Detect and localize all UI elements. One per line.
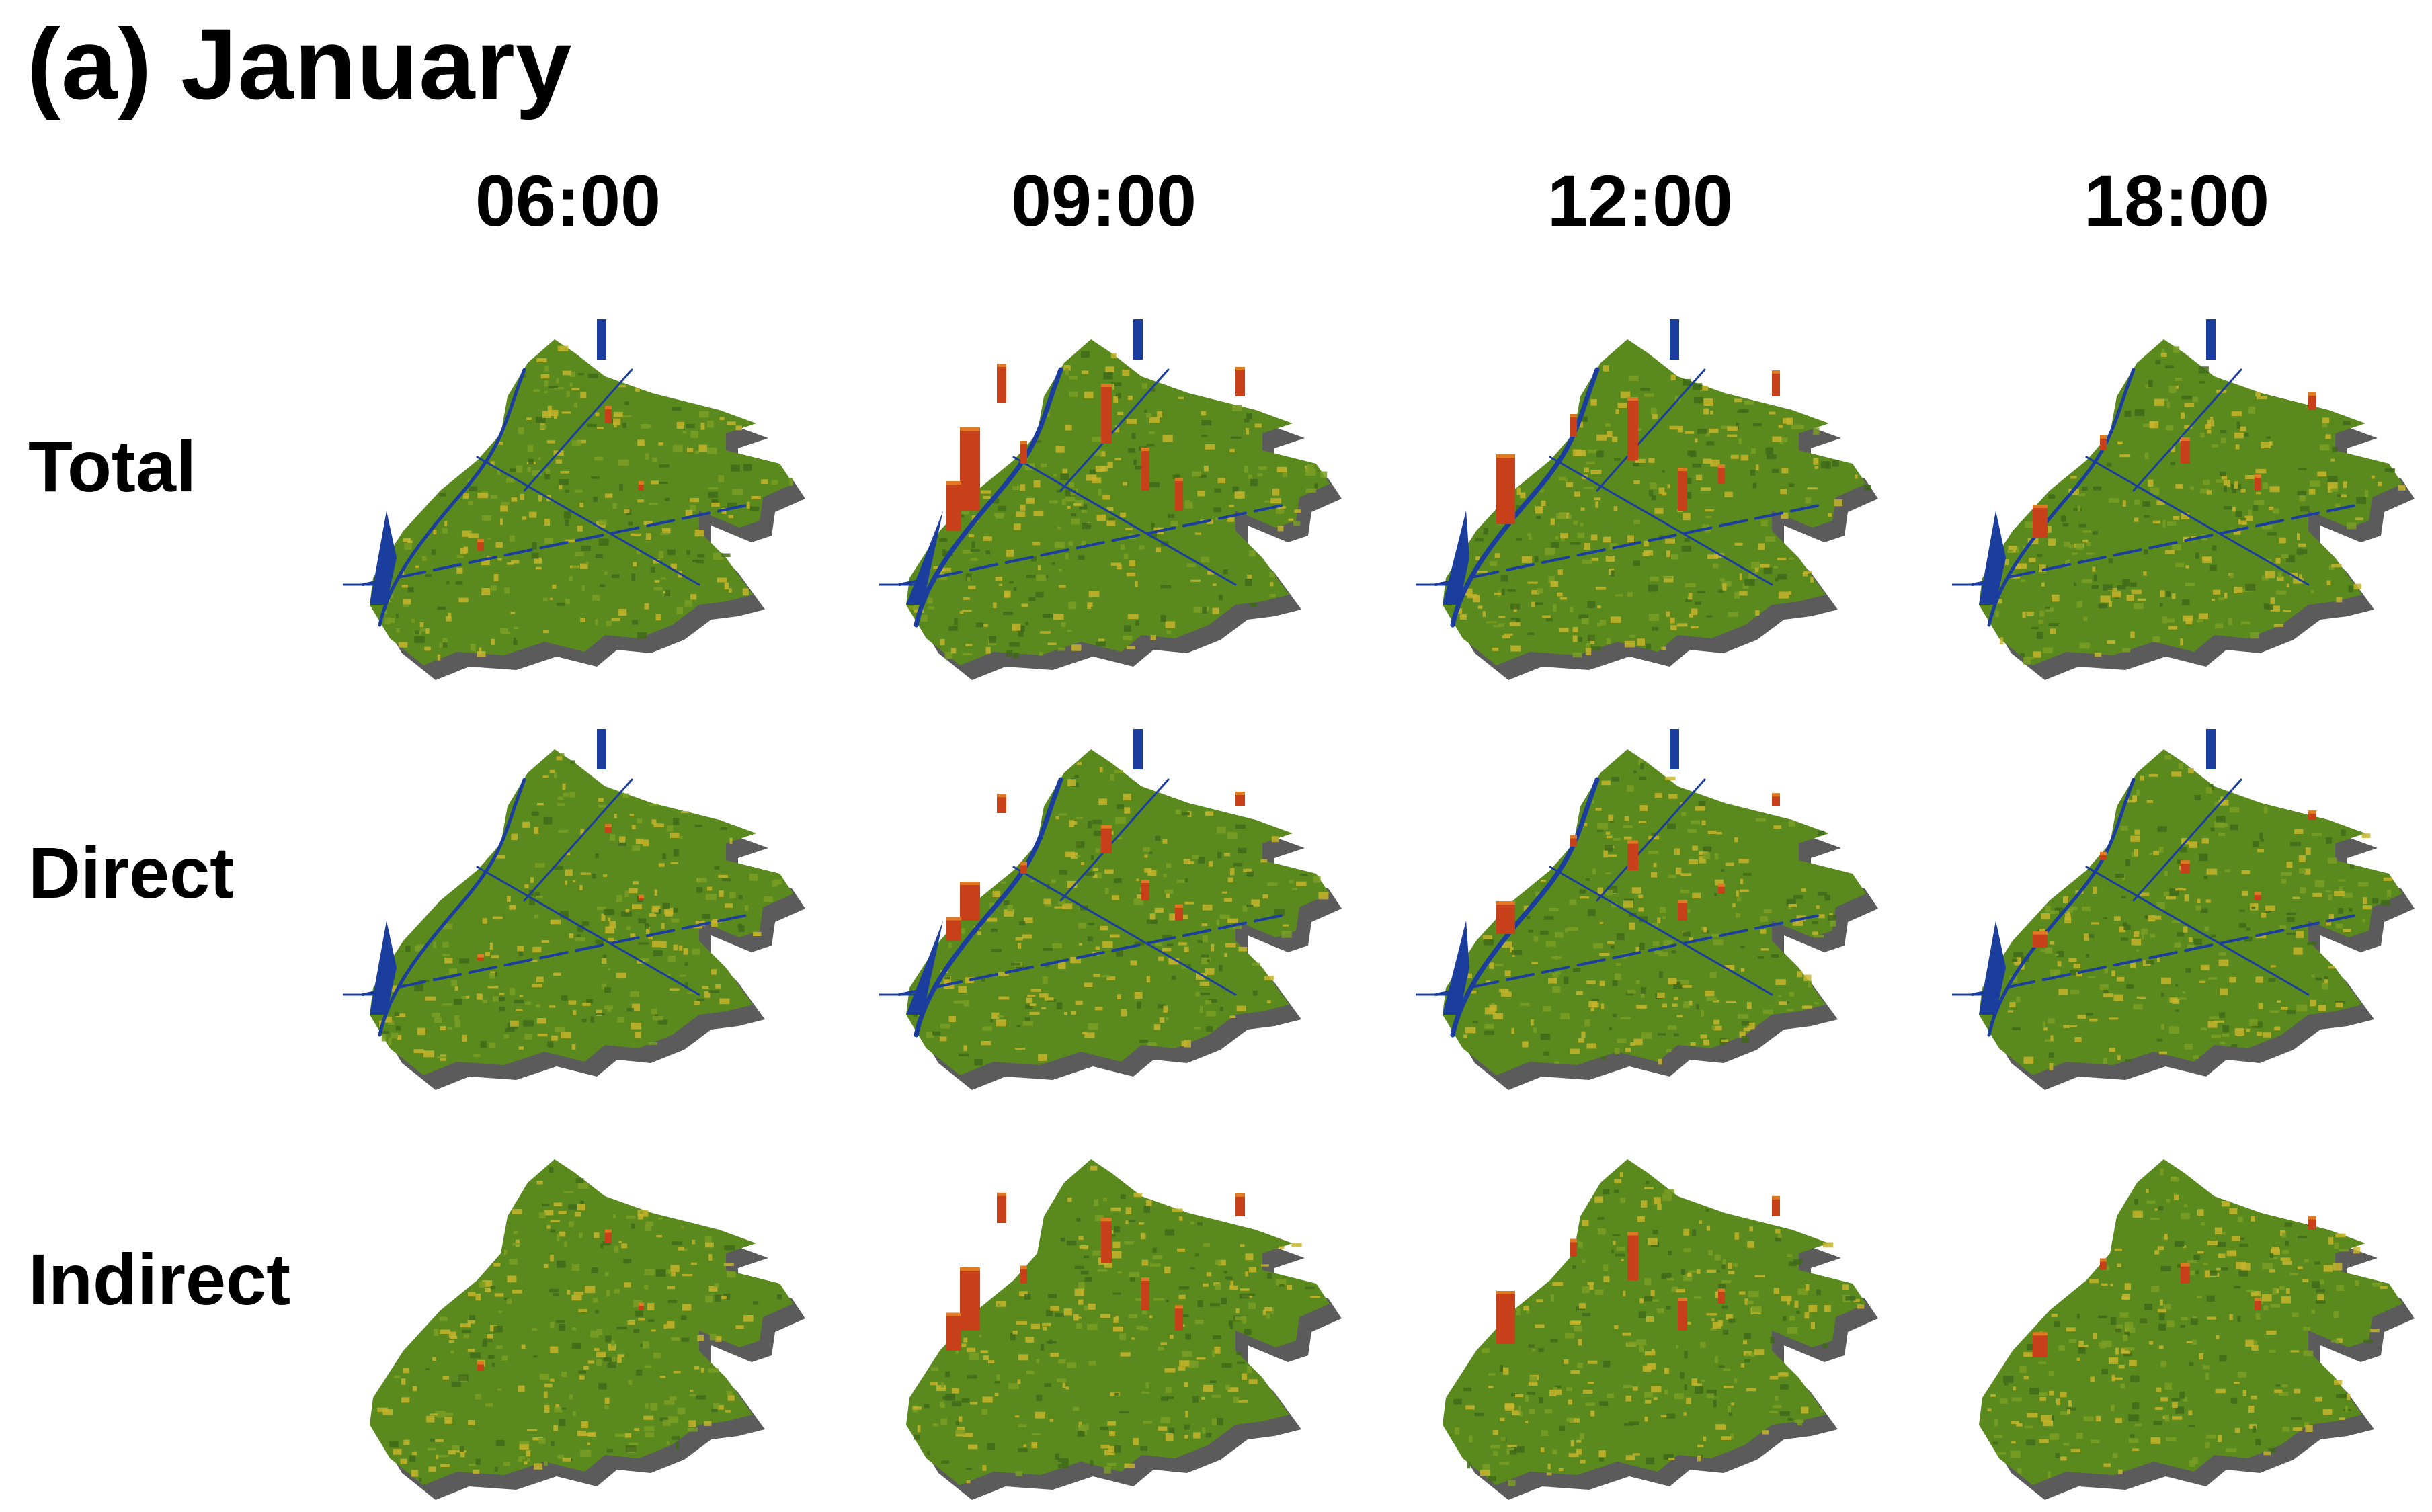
building-blocks: [912, 1165, 1320, 1484]
building-blocks: [1985, 346, 2406, 665]
waterways: [1434, 367, 1827, 628]
map-panel-total-0900: [859, 289, 1370, 692]
column-header-0600: 06:00: [475, 160, 661, 241]
building-blocks: [1987, 1168, 2388, 1478]
hotspot-columns: [1496, 370, 1780, 524]
hotspot-columns: [946, 364, 1245, 531]
hotspot-columns: [946, 1192, 1245, 1351]
map-panel-indirect-0900: [859, 1109, 1370, 1512]
waterways: [1434, 777, 1827, 1038]
hotspot-columns: [477, 824, 644, 961]
waterways: [1971, 368, 2363, 627]
water-tower: [2206, 729, 2216, 769]
map-panel-total-1200: [1395, 289, 1906, 692]
water-tower: [1133, 319, 1143, 360]
figure-title: (a) January: [27, 7, 573, 120]
hotspot-columns: [477, 406, 644, 551]
row-header-total: Total: [28, 425, 196, 507]
map-panel-direct-0900: [859, 699, 1370, 1102]
water-tower: [1670, 729, 1679, 769]
building-blocks: [914, 762, 1329, 1066]
river-bank: [1443, 921, 1469, 1015]
waterways: [898, 367, 1291, 628]
map-panel-direct-1200: [1395, 699, 1906, 1102]
water-tower: [597, 729, 606, 769]
river-bank: [370, 511, 397, 605]
waterways: [1971, 778, 2363, 1037]
district-ground: [1443, 749, 1866, 1075]
waterways: [362, 778, 754, 1037]
row-header-indirect: Indirect: [28, 1238, 291, 1320]
map-panel-direct-1800: [1932, 699, 2432, 1102]
waterways: [362, 368, 754, 627]
hotspot-columns: [477, 1229, 644, 1371]
map-panel-indirect-0600: [323, 1109, 834, 1512]
river-bank: [1443, 511, 1469, 605]
map-panel-indirect-1800: [1932, 1109, 2432, 1512]
hotspot-columns: [946, 792, 1245, 941]
river-bank: [1979, 921, 2006, 1015]
hotspot-columns: [2033, 1216, 2316, 1357]
water-tower: [597, 319, 606, 360]
district-ground: [906, 339, 1330, 665]
water-tower: [2206, 319, 2216, 360]
waterways: [898, 777, 1291, 1038]
district-ground: [1443, 339, 1866, 665]
map-panel-indirect-1200: [1395, 1109, 1906, 1512]
building-blocks: [1453, 1172, 1865, 1486]
map-panel-direct-0600: [323, 699, 834, 1102]
hotspot-columns: [2033, 810, 2316, 948]
hotspot-columns: [1496, 1195, 1780, 1344]
building-blocks: [1460, 758, 1836, 1065]
district-ground: [370, 339, 793, 665]
column-header-0900: 09:00: [1010, 160, 1197, 241]
building-blocks: [377, 1167, 782, 1482]
hotspot-columns: [1496, 793, 1780, 934]
district-ground: [1443, 1159, 1866, 1485]
building-blocks: [1984, 755, 2392, 1070]
river-bank: [1979, 511, 2006, 605]
district-ground: [1979, 339, 2402, 665]
map-panel-total-1800: [1932, 289, 2432, 692]
district-ground: [370, 1159, 793, 1485]
building-blocks: [378, 345, 793, 661]
column-header-1800: 18:00: [2083, 160, 2270, 241]
row-header-direct: Direct: [28, 832, 235, 913]
river-bank: [906, 921, 943, 1015]
water-tower: [1133, 729, 1143, 769]
river-bank: [370, 921, 397, 1015]
building-blocks: [1449, 365, 1871, 658]
column-header-1200: 12:00: [1547, 160, 1734, 241]
river-bank: [906, 511, 943, 605]
water-tower: [1670, 319, 1679, 360]
map-panel-total-0600: [323, 289, 834, 692]
building-blocks: [379, 753, 782, 1061]
hotspot-columns: [2033, 392, 2316, 538]
